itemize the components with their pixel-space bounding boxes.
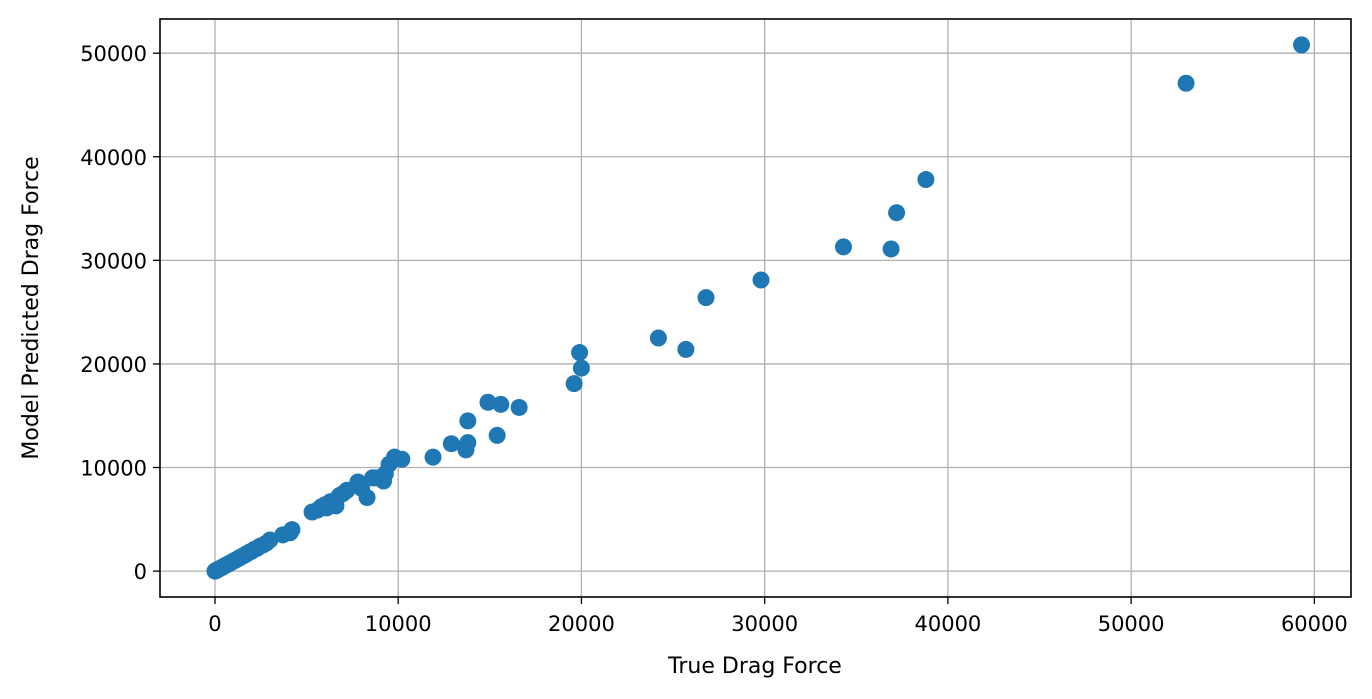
y-axis-label: Model Predicted Drag Force (19, 156, 44, 459)
y-tick-label: 10000 (80, 457, 147, 481)
y-tick-label: 20000 (80, 353, 147, 377)
data-point (1177, 74, 1195, 92)
data-point (479, 393, 497, 411)
data-point (752, 271, 770, 289)
x-tick-label: 40000 (914, 612, 981, 636)
y-tick-label: 30000 (80, 249, 147, 273)
data-point (459, 412, 477, 430)
x-tick-label: 10000 (365, 612, 432, 636)
data-point (393, 450, 411, 468)
data-point (571, 344, 589, 362)
data-point (917, 171, 935, 189)
data-point (358, 489, 376, 507)
data-point (510, 398, 528, 416)
data-point (697, 289, 715, 307)
y-axis-ticks: 0 10000 20000 30000 40000 50000 (80, 42, 160, 584)
data-point (882, 240, 900, 258)
y-tick-label: 0 (134, 560, 147, 584)
y-tick-label: 50000 (80, 42, 147, 66)
data-point (572, 359, 590, 377)
y-tick-label: 40000 (80, 146, 147, 170)
data-point (565, 375, 583, 393)
x-tick-label: 30000 (731, 612, 798, 636)
data-point (1293, 36, 1311, 54)
data-point (261, 531, 279, 549)
grid-lines (160, 19, 1351, 597)
x-axis-ticks: 0 10000 20000 30000 40000 50000 60000 (208, 597, 1348, 636)
data-point (424, 448, 442, 466)
data-point (283, 521, 301, 539)
data-point (442, 435, 460, 453)
plot-frame (159, 18, 1352, 598)
data-point (888, 204, 906, 222)
data-point (649, 329, 667, 347)
x-axis-label: True Drag Force (667, 654, 842, 679)
data-point (834, 238, 852, 256)
data-point (488, 426, 506, 444)
x-tick-label: 20000 (548, 612, 615, 636)
x-tick-label: 60000 (1281, 612, 1348, 636)
data-points (206, 36, 1311, 580)
x-tick-label: 0 (208, 612, 221, 636)
x-tick-label: 50000 (1098, 612, 1165, 636)
data-point (677, 340, 695, 358)
data-point (459, 434, 477, 452)
data-point (492, 395, 510, 413)
